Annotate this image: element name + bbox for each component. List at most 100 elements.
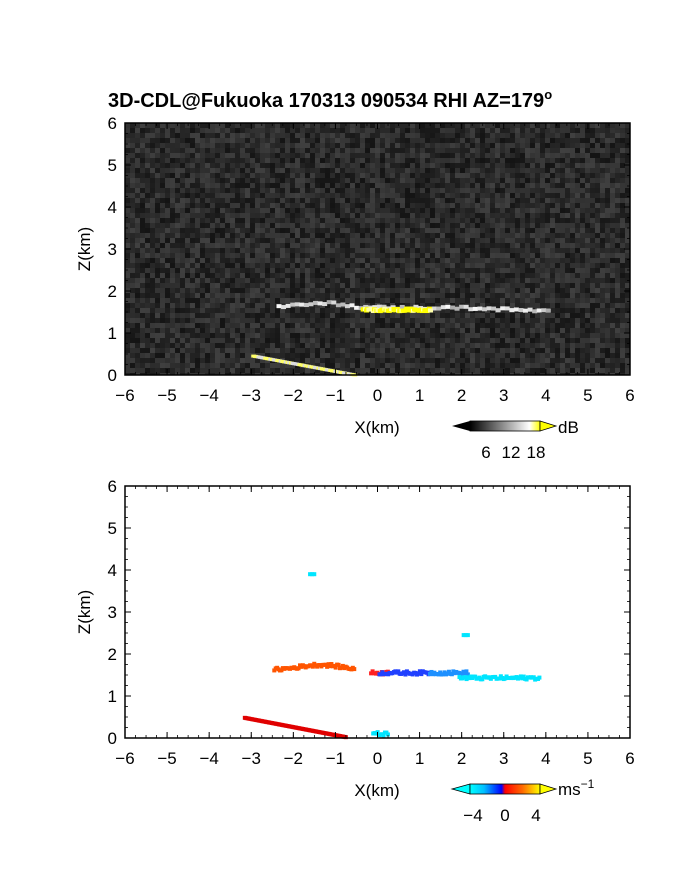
noise-cell	[165, 183, 170, 188]
noise-cell	[540, 293, 545, 298]
noise-cell	[145, 343, 150, 348]
noise-cell	[260, 173, 265, 178]
noise-cell	[170, 253, 175, 258]
noise-cell	[225, 193, 230, 198]
noise-cell	[505, 323, 510, 328]
noise-cell	[565, 233, 570, 238]
noise-cell	[445, 173, 450, 178]
noise-cell	[440, 208, 445, 213]
noise-cell	[230, 233, 235, 238]
noise-cell	[145, 333, 150, 338]
noise-cell	[550, 318, 555, 323]
noise-cell	[400, 213, 405, 218]
noise-cell	[200, 143, 205, 148]
noise-cell	[510, 188, 515, 193]
noise-cell	[470, 208, 475, 213]
noise-cell	[625, 268, 630, 273]
noise-cell	[415, 188, 420, 193]
noise-cell	[375, 233, 380, 238]
noise-cell	[590, 293, 595, 298]
noise-cell	[155, 218, 160, 223]
noise-cell	[305, 178, 310, 183]
noise-cell	[345, 258, 350, 263]
noise-cell	[530, 188, 535, 193]
noise-cell	[490, 348, 495, 353]
noise-cell	[435, 168, 440, 173]
noise-cell	[325, 328, 330, 333]
noise-cell	[455, 213, 460, 218]
noise-cell	[595, 238, 600, 243]
noise-cell	[255, 283, 260, 288]
noise-cell	[330, 233, 335, 238]
noise-cell	[435, 348, 440, 353]
noise-cell	[380, 283, 385, 288]
noise-cell	[315, 313, 320, 318]
noise-cell	[290, 178, 295, 183]
noise-cell	[175, 168, 180, 173]
noise-cell	[375, 198, 380, 203]
noise-cell	[455, 323, 460, 328]
noise-cell	[480, 318, 485, 323]
noise-cell	[435, 303, 440, 308]
noise-cell	[465, 223, 470, 228]
noise-cell	[460, 293, 465, 298]
noise-cell	[445, 283, 450, 288]
noise-cell	[250, 143, 255, 148]
noise-cell	[390, 213, 395, 218]
noise-cell	[600, 298, 605, 303]
noise-cell	[150, 323, 155, 328]
noise-cell	[465, 143, 470, 148]
noise-cell	[495, 168, 500, 173]
noise-cell	[450, 293, 455, 298]
noise-cell	[210, 178, 215, 183]
noise-cell	[185, 193, 190, 198]
noise-cell	[565, 223, 570, 228]
noise-cell	[145, 218, 150, 223]
noise-cell	[385, 343, 390, 348]
noise-cell	[555, 188, 560, 193]
noise-cell	[185, 338, 190, 343]
noise-cell	[415, 238, 420, 243]
noise-cell	[200, 328, 205, 333]
noise-cell	[620, 153, 625, 158]
noise-cell	[575, 253, 580, 258]
noise-cell	[215, 183, 220, 188]
noise-cell	[505, 293, 510, 298]
noise-cell	[275, 273, 280, 278]
noise-cell	[365, 363, 370, 368]
noise-cell	[610, 353, 615, 358]
noise-cell	[615, 363, 620, 368]
noise-cell	[280, 288, 285, 293]
noise-cell	[600, 328, 605, 333]
noise-cell	[175, 158, 180, 163]
noise-cell	[260, 353, 265, 358]
noise-cell	[220, 163, 225, 168]
noise-cell	[230, 188, 235, 193]
noise-cell	[135, 273, 140, 278]
noise-cell	[375, 298, 380, 303]
noise-cell	[160, 233, 165, 238]
noise-cell	[550, 203, 555, 208]
noise-cell	[415, 138, 420, 143]
noise-cell	[270, 173, 275, 178]
noise-cell	[415, 288, 420, 293]
noise-cell	[200, 163, 205, 168]
noise-cell	[485, 243, 490, 248]
noise-cell	[470, 258, 475, 263]
noise-cell	[565, 288, 570, 293]
noise-cell	[165, 133, 170, 138]
noise-cell	[205, 213, 210, 218]
noise-cell	[205, 358, 210, 363]
noise-cell	[460, 188, 465, 193]
noise-cell	[405, 183, 410, 188]
noise-cell	[330, 223, 335, 228]
noise-cell	[575, 158, 580, 163]
noise-cell	[140, 168, 145, 173]
noise-cell	[600, 318, 605, 323]
noise-cell	[555, 298, 560, 303]
noise-cell	[225, 328, 230, 333]
noise-cell	[155, 278, 160, 283]
noise-cell	[275, 203, 280, 208]
noise-cell	[625, 238, 630, 243]
noise-cell	[345, 223, 350, 228]
